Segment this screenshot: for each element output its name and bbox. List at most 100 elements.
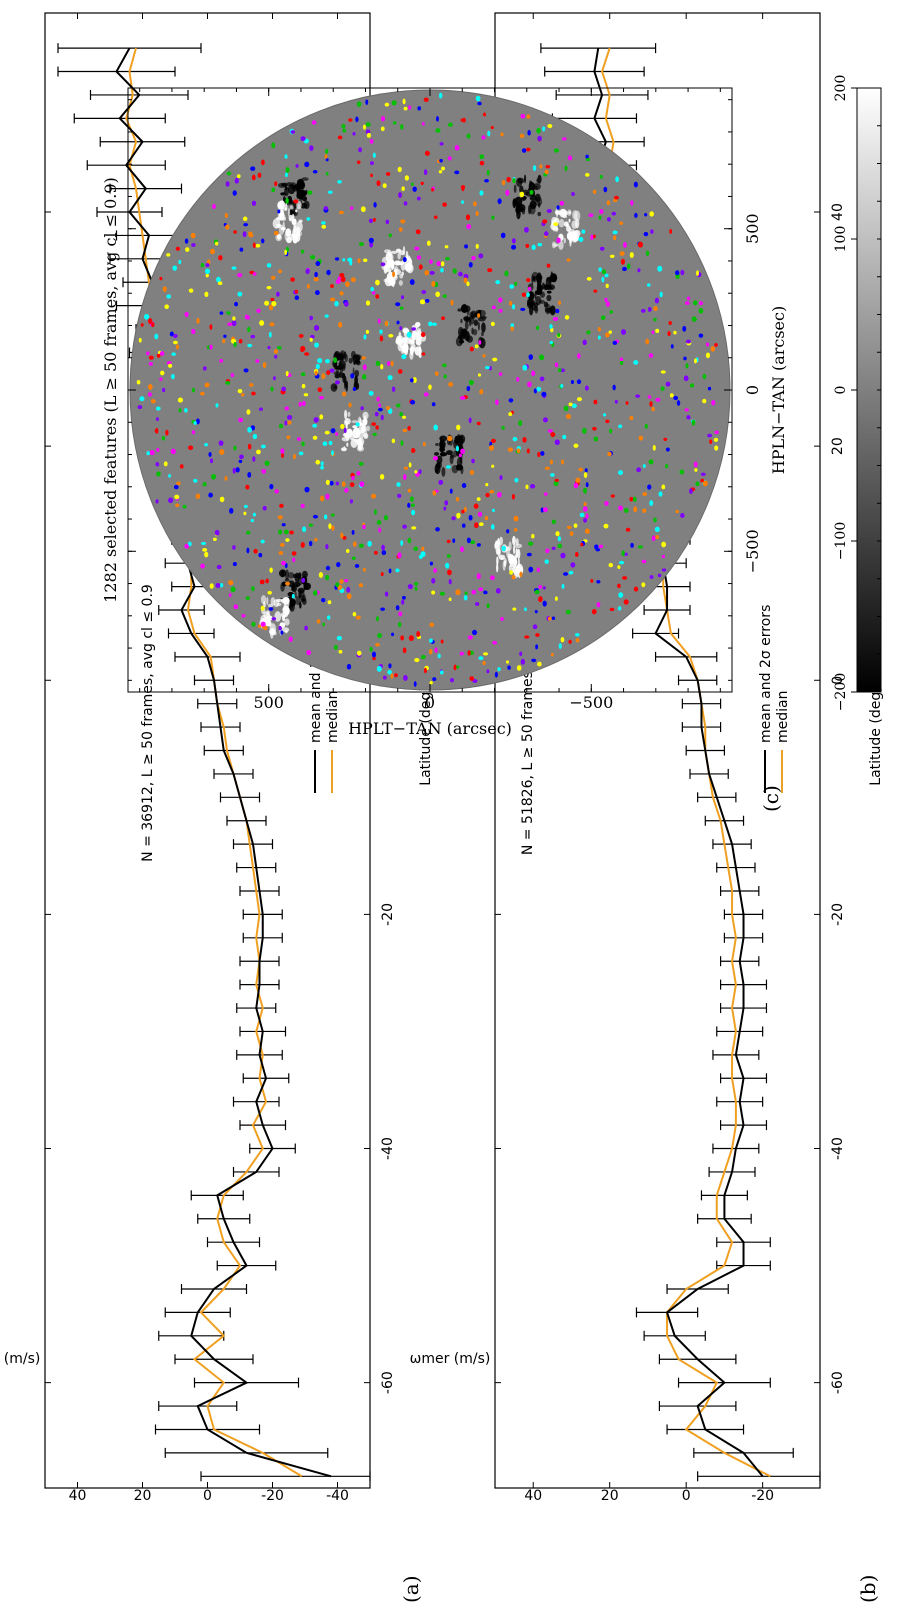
- feature-point: [539, 164, 543, 169]
- magnetic-patch: [515, 548, 518, 558]
- feature-point: [646, 283, 651, 287]
- feature-point: [232, 545, 236, 550]
- feature-point: [412, 377, 417, 383]
- feature-point: [345, 549, 350, 553]
- magnetic-patch: [512, 198, 517, 209]
- feature-point: [226, 311, 231, 315]
- magnetic-patch: [342, 372, 346, 383]
- feature-point: [501, 425, 505, 430]
- feature-point: [248, 231, 253, 236]
- feature-point: [471, 255, 476, 261]
- feature-point: [432, 677, 437, 682]
- feature-point: [542, 219, 548, 224]
- feature-point: [661, 484, 666, 490]
- y-tick-label: -40: [326, 1488, 349, 1504]
- feature-point: [399, 326, 403, 331]
- feature-point: [439, 142, 444, 146]
- feature-point: [200, 541, 207, 546]
- feature-point: [710, 345, 715, 352]
- feature-point: [335, 481, 340, 486]
- feature-point: [373, 509, 377, 515]
- feature-point: [301, 441, 305, 447]
- feature-point: [231, 266, 237, 270]
- feature-point: [273, 230, 279, 236]
- feature-point: [325, 479, 330, 486]
- magnetic-patch: [335, 365, 339, 375]
- feature-point: [512, 607, 517, 611]
- magnetic-patch: [296, 572, 302, 580]
- feature-point: [340, 532, 344, 539]
- feature-point: [159, 276, 163, 281]
- feature-point: [435, 291, 440, 298]
- feature-point: [325, 574, 330, 581]
- feature-point: [415, 229, 421, 235]
- feature-point: [191, 328, 196, 335]
- feature-point: [648, 459, 654, 465]
- feature-point: [397, 621, 402, 628]
- feature-point: [474, 344, 479, 349]
- magnetic-patch: [348, 357, 353, 364]
- magnetic-patch: [348, 430, 353, 434]
- panel-b-ylabel: ωmer (m/s): [410, 1351, 491, 1367]
- y-tick-label: 0: [203, 1488, 212, 1504]
- feature-point: [271, 142, 276, 149]
- feature-point: [553, 222, 559, 227]
- feature-point: [359, 242, 364, 247]
- feature-point: [444, 500, 449, 506]
- feature-point: [191, 387, 195, 393]
- feature-point: [400, 635, 404, 641]
- feature-point: [321, 373, 326, 380]
- feature-point: [575, 638, 580, 643]
- feature-point: [232, 467, 236, 474]
- feature-point: [196, 317, 200, 324]
- feature-point: [583, 502, 587, 506]
- feature-point: [464, 591, 468, 595]
- feature-point: [247, 426, 252, 433]
- magnetic-patch: [477, 321, 480, 331]
- y-tick-label: 20: [134, 1488, 152, 1504]
- feature-point: [246, 530, 251, 535]
- feature-point: [642, 508, 647, 513]
- feature-point: [536, 325, 540, 330]
- feature-point: [582, 339, 587, 346]
- feature-point: [685, 363, 689, 369]
- feature-point: [540, 507, 544, 513]
- feature-point: [362, 258, 368, 263]
- feature-point: [313, 325, 320, 331]
- feature-point: [534, 589, 540, 595]
- feature-point: [478, 656, 484, 661]
- magnetic-patch: [568, 211, 572, 215]
- magnetic-patch: [460, 318, 463, 324]
- feature-point: [271, 275, 276, 280]
- feature-point: [399, 412, 404, 417]
- feature-point: [482, 652, 489, 656]
- magnetic-patch: [274, 611, 282, 622]
- feature-point: [605, 332, 610, 338]
- magnetic-patch: [302, 196, 308, 202]
- magnetic-patch: [284, 618, 290, 626]
- feature-point: [595, 548, 601, 552]
- feature-point: [239, 454, 244, 459]
- feature-point: [693, 300, 698, 306]
- x-tick-label: -40: [830, 1137, 846, 1160]
- feature-point: [550, 432, 556, 438]
- feature-point: [468, 380, 474, 386]
- feature-point: [420, 654, 426, 660]
- x-tick-label: 0: [743, 385, 762, 395]
- feature-point: [486, 169, 490, 176]
- feature-point: [490, 524, 495, 530]
- feature-point: [324, 430, 330, 435]
- feature-point: [243, 504, 248, 509]
- magnetic-patch: [284, 629, 288, 634]
- feature-point: [325, 493, 330, 500]
- feature-point: [615, 176, 619, 183]
- magnetic-patch: [260, 614, 267, 624]
- feature-point: [334, 257, 340, 261]
- feature-point: [219, 583, 224, 588]
- feature-point: [561, 459, 564, 465]
- feature-point: [668, 320, 672, 326]
- magnetic-patch: [277, 202, 282, 210]
- feature-point: [172, 265, 178, 271]
- feature-point: [280, 542, 285, 547]
- feature-point: [300, 542, 305, 548]
